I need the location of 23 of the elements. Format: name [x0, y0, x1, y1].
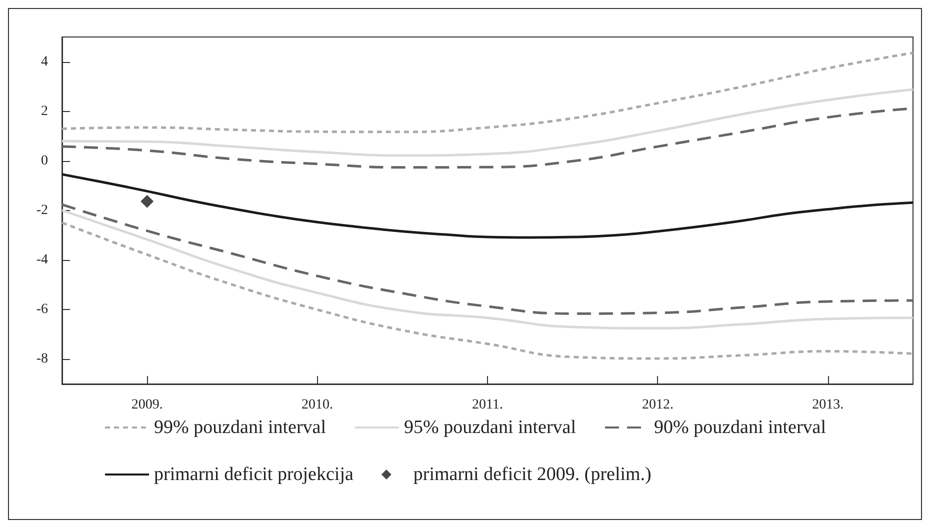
- legend-label: 90% pouzdani interval: [654, 417, 826, 438]
- line-series: [60, 88, 914, 157]
- legend-label: primarni deficit 2009. (prelim.): [413, 464, 652, 485]
- y-tick-label: -8: [36, 352, 48, 367]
- legend-label: 99% pouzdani interval: [154, 417, 326, 438]
- x-tick-label: 2013.: [812, 398, 844, 412]
- line-series: [60, 203, 914, 315]
- y-tick-label: -2: [36, 203, 48, 218]
- y-tick-label: 0: [41, 153, 48, 168]
- legend-label: 95% pouzdani interval: [404, 417, 576, 438]
- y-tick-label: 4: [41, 54, 48, 70]
- x-tick-label: 2011.: [472, 398, 503, 412]
- line-series: [60, 209, 914, 330]
- y-tick-label: -4: [36, 252, 48, 268]
- line-series: [60, 173, 914, 239]
- line-series: [60, 221, 914, 360]
- x-tick-label: 2012.: [642, 398, 674, 412]
- y-tick-label: 2: [41, 104, 48, 119]
- line-series: [60, 52, 914, 134]
- x-tick-label: 2010.: [302, 398, 334, 412]
- legend-label: primarni deficit projekcija: [154, 464, 354, 485]
- y-tick-label: -6: [36, 302, 48, 318]
- x-tick-label: 2009.: [131, 398, 163, 412]
